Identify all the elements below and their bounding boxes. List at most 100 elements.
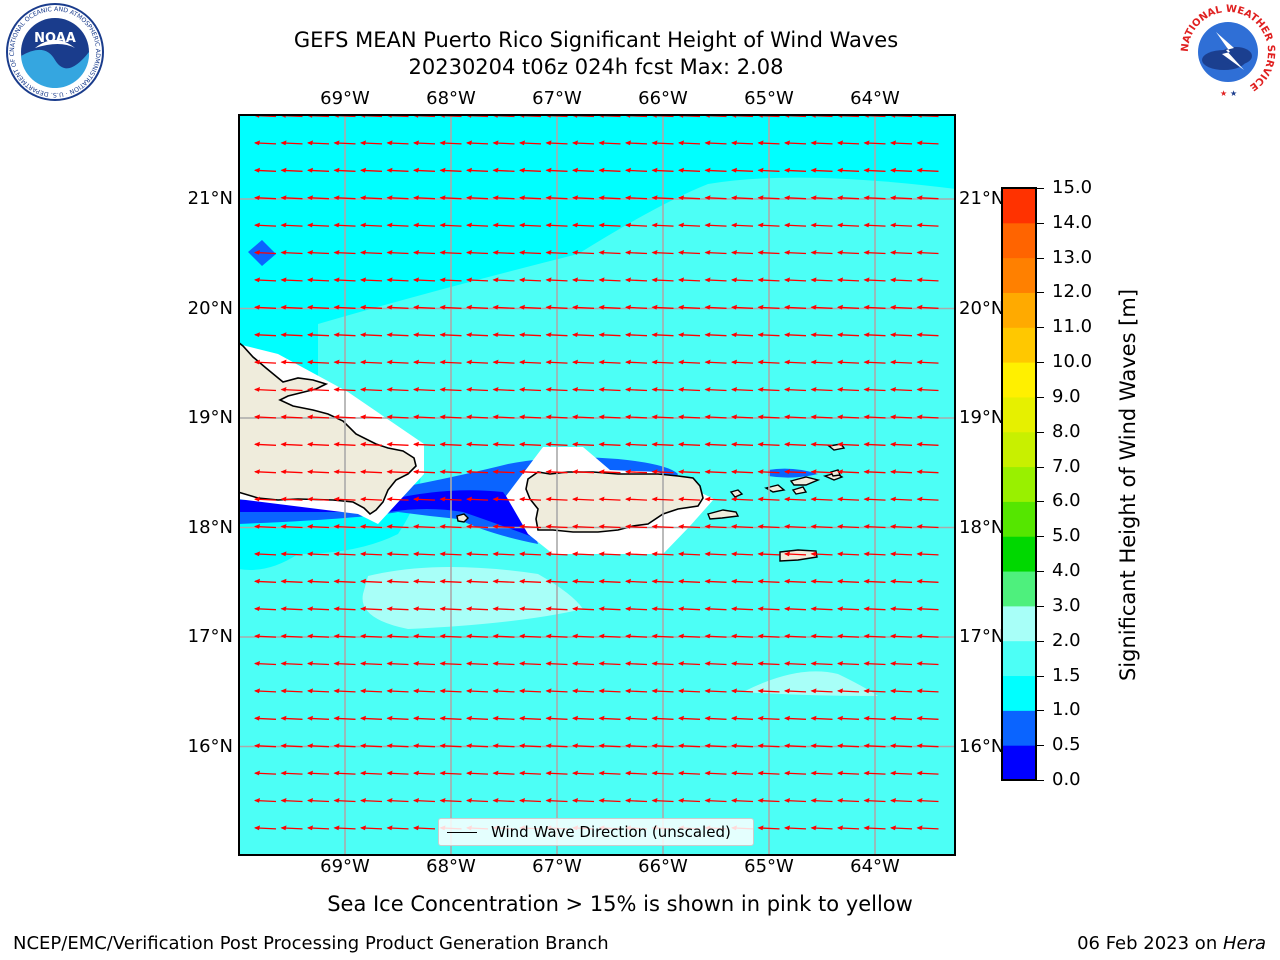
wave-direction-arrow [598, 770, 621, 776]
wave-direction-arrow [810, 551, 833, 557]
wave-direction-arrow [466, 770, 489, 776]
wave-direction-arrow [413, 743, 436, 748]
footer-date: 06 Feb 2023 on Hera [1077, 933, 1266, 954]
wave-direction-arrow [916, 825, 939, 831]
wave-direction-arrow [333, 304, 356, 310]
island-virgin-a [764, 484, 786, 493]
wave-direction-arrow [280, 551, 303, 557]
wave-direction-arrow [333, 798, 356, 803]
wave-direction-arrow [757, 469, 780, 474]
wave-direction-arrow [572, 551, 595, 557]
wave-direction-arrow [810, 578, 833, 584]
colorbar-tick-label: 2.0 [1052, 629, 1081, 651]
wave-direction-arrow [916, 551, 939, 557]
wave-direction-arrow [678, 633, 701, 639]
wave-direction-arrow [439, 469, 462, 474]
wave-direction-arrow [492, 496, 515, 502]
wave-direction-arrow [545, 414, 568, 420]
wave-direction-arrow [307, 140, 330, 146]
wave-direction-arrow [890, 250, 913, 255]
wave-direction-arrow [784, 524, 807, 529]
wave-direction-arrow [519, 277, 542, 283]
wave-direction-arrow [307, 524, 330, 529]
wave-direction-arrow [916, 743, 939, 748]
wave-direction-arrow [784, 277, 807, 283]
wave-direction-arrow [598, 524, 621, 529]
wave-direction-arrow [413, 140, 436, 146]
wave-direction-arrow [254, 798, 277, 803]
wave-direction-arrow [625, 250, 648, 255]
colorbar-tick-mark [1037, 605, 1044, 607]
wave-direction-arrow [704, 469, 727, 474]
wave-direction-arrow [545, 387, 568, 392]
wave-direction-arrow [784, 387, 807, 392]
wave-direction-arrow [916, 496, 939, 502]
wave-direction-arrow [678, 387, 701, 392]
wave-direction-arrow [492, 277, 515, 283]
wave-direction-arrow [545, 304, 568, 310]
wave-direction-arrow [598, 578, 621, 584]
wave-direction-arrow [413, 715, 436, 721]
wave-direction-arrow [863, 661, 886, 666]
wave-direction-arrow [545, 277, 568, 283]
wave-direction-arrow [784, 798, 807, 803]
wave-direction-arrow [784, 551, 807, 557]
wave-direction-arrow [598, 277, 621, 283]
wave-contour-0.0-b [388, 490, 538, 539]
wave-direction-arrow [625, 277, 648, 283]
wave-direction-arrow [254, 140, 277, 146]
wave-direction-arrow [439, 387, 462, 392]
wave-direction-arrow [651, 250, 674, 255]
wave-direction-arrow [810, 195, 833, 200]
wave-direction-arrow [810, 277, 833, 283]
wave-direction-arrow [386, 414, 409, 420]
wave-direction-arrow [810, 469, 833, 474]
wave-direction-arrow [704, 578, 727, 584]
lon-tick-top: 67°W [532, 88, 582, 109]
wave-direction-arrow [492, 414, 515, 420]
wave-direction-arrow [731, 606, 754, 611]
wave-direction-arrow [784, 578, 807, 584]
wave-direction-arrow [651, 715, 674, 721]
colorbar-tick-mark [1037, 571, 1044, 573]
wave-direction-arrow [651, 414, 674, 420]
wave-direction-arrow [704, 496, 727, 502]
wave-direction-arrow [360, 277, 383, 283]
wave-direction-arrow [360, 661, 383, 666]
wave-direction-arrow [757, 743, 780, 748]
wave-direction-arrow [731, 688, 754, 694]
wave-direction-arrow [651, 551, 674, 557]
wave-direction-arrow [810, 770, 833, 776]
wave-direction-arrow [360, 633, 383, 639]
colorbar-tick-label: 6.0 [1052, 490, 1081, 512]
wave-direction-arrow [890, 524, 913, 529]
wave-direction-arrow [625, 140, 648, 146]
wave-direction-arrow [280, 770, 303, 776]
svg-text:★: ★ [1220, 89, 1227, 98]
wind-wave-vectors [254, 115, 939, 831]
wave-direction-arrow [863, 496, 886, 502]
wave-direction-arrow [916, 770, 939, 776]
wave-direction-arrow [254, 441, 277, 447]
wave-direction-arrow [545, 195, 568, 200]
wave-direction-arrow [916, 661, 939, 666]
wave-direction-arrow [863, 551, 886, 557]
wave-direction-arrow [678, 277, 701, 283]
wave-direction-arrow [625, 606, 648, 611]
wave-direction-arrow [916, 332, 939, 337]
wave-direction-arrow [757, 140, 780, 146]
wave-direction-arrow [386, 798, 409, 803]
wave-direction-arrow [519, 715, 542, 721]
island-virgin-c [791, 486, 808, 495]
colorbar-tick-label: 5.0 [1052, 525, 1081, 547]
wave-direction-arrow [863, 770, 886, 776]
wave-direction-arrow [519, 140, 542, 146]
wave-direction-arrow [386, 715, 409, 721]
wave-direction-arrow [651, 798, 674, 803]
wave-direction-arrow [545, 770, 568, 776]
wave-direction-arrow [810, 798, 833, 803]
wave-direction-arrow [572, 715, 595, 721]
wave-direction-arrow [545, 606, 568, 611]
footer-host: Hera [1222, 933, 1266, 954]
wave-direction-arrow [757, 551, 780, 557]
